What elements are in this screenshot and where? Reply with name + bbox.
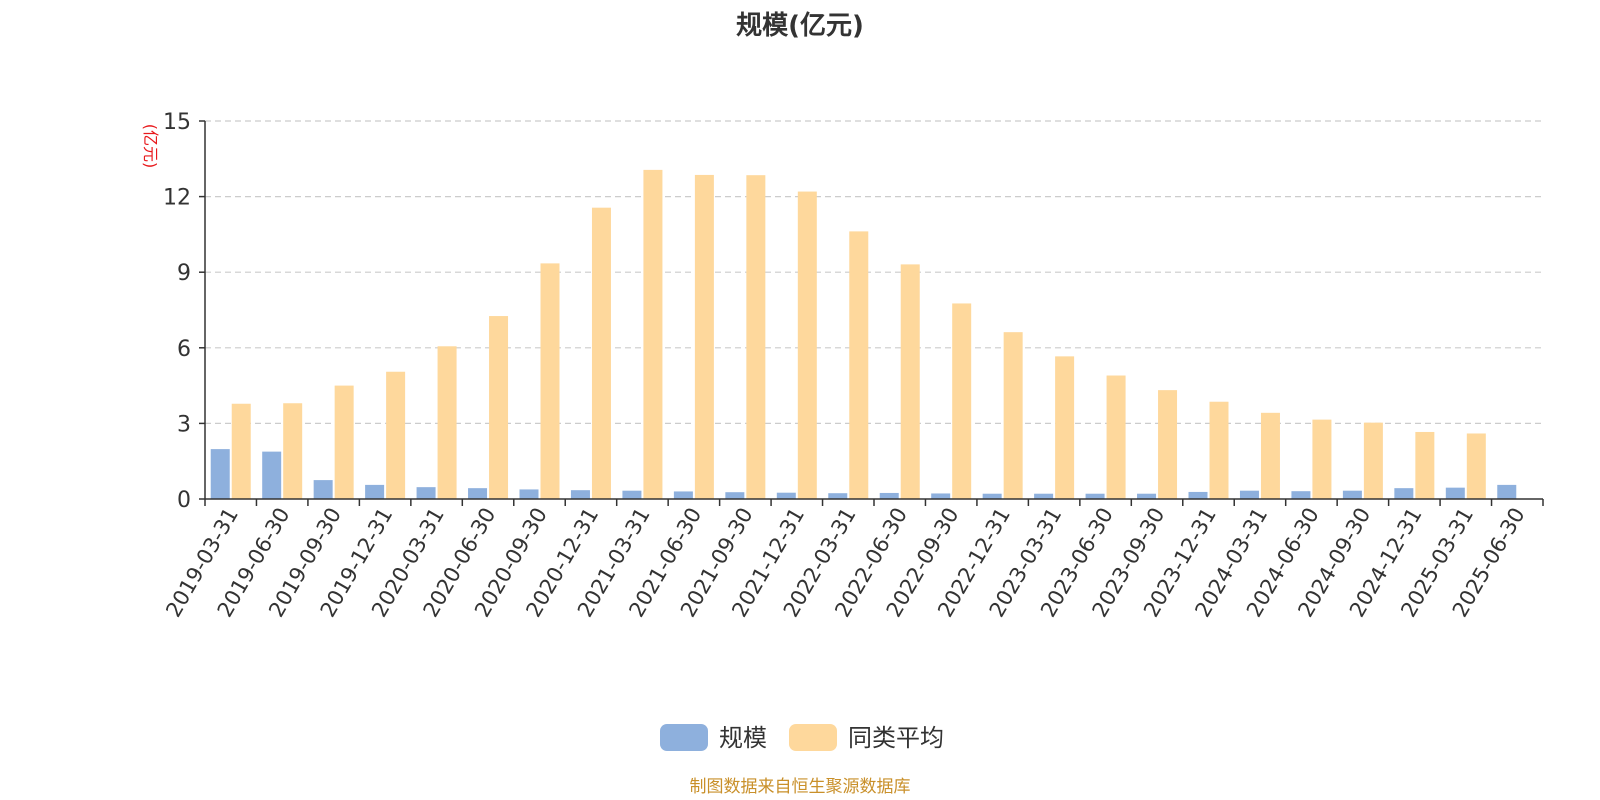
grid-lines: [205, 120, 1543, 424]
legend-item-peer-average-swatch: [789, 724, 837, 751]
bar-scale: [982, 493, 1002, 499]
bar-scale: [1085, 493, 1105, 499]
bar-scale: [1342, 490, 1362, 499]
bar-scale: [468, 488, 488, 499]
bars: [210, 169, 1517, 500]
bar-scale: [673, 491, 693, 499]
bar-scale: [1188, 491, 1208, 499]
bar-peer-average: [437, 346, 457, 499]
legend: 规模 同类平均: [660, 724, 944, 752]
bar-peer-average: [1106, 375, 1126, 499]
bar-scale: [1394, 488, 1414, 499]
bar-peer-average: [1055, 356, 1075, 499]
bar-scale: [1445, 487, 1465, 499]
y-tick-label: 6: [177, 337, 191, 362]
legend-item-scale-label: 规模: [719, 724, 767, 752]
bar-peer-average: [540, 263, 560, 499]
bar-peer-average: [1260, 412, 1280, 499]
bar-scale: [262, 451, 282, 499]
chart-title: 规模(亿元): [736, 11, 864, 41]
legend-item-peer-average-label: 同类平均: [848, 724, 944, 752]
bar-scale: [313, 480, 333, 499]
bar-peer-average: [283, 403, 303, 499]
bar-scale: [570, 490, 590, 499]
bar-peer-average: [900, 264, 920, 499]
bar-peer-average: [231, 403, 251, 499]
bar-scale: [416, 487, 436, 499]
bar-scale: [1034, 493, 1054, 499]
bar-peer-average: [591, 207, 611, 500]
bar-peer-average: [746, 175, 766, 499]
bar-peer-average: [1363, 422, 1383, 499]
bar-peer-average: [952, 303, 972, 499]
bar-scale: [1239, 490, 1259, 499]
bar-scale: [210, 449, 230, 499]
bar-peer-average: [1158, 390, 1178, 499]
bar-scale: [1497, 484, 1517, 499]
bar-scale: [622, 490, 642, 499]
bar-scale: [365, 484, 385, 499]
bar-peer-average: [1003, 332, 1023, 499]
bar-peer-average: [1466, 433, 1486, 499]
y-tick-label: 0: [177, 488, 191, 513]
bar-peer-average: [1312, 419, 1332, 499]
source-note: 制图数据来自恒生聚源数据库: [690, 777, 911, 797]
bar-scale: [828, 493, 848, 499]
bar-scale: [1291, 491, 1311, 499]
bar-peer-average: [489, 316, 509, 499]
bar-scale: [776, 492, 796, 499]
y-tick-label: 9: [177, 261, 191, 286]
bar-scale: [879, 492, 899, 499]
bar-peer-average: [643, 169, 663, 499]
legend-item-scale-swatch: [660, 724, 708, 751]
bar-peer-average: [386, 371, 406, 499]
y-tick-label: 12: [163, 186, 191, 211]
y-tick-label: 3: [177, 412, 191, 437]
bar-peer-average: [1209, 401, 1229, 499]
bar-peer-average: [694, 174, 714, 500]
bar-peer-average: [1415, 431, 1435, 499]
bar-scale: [519, 489, 539, 499]
bar-peer-average: [334, 385, 354, 499]
bar-scale: [931, 493, 951, 499]
bar-peer-average: [797, 191, 817, 499]
y-tick-label: 15: [163, 110, 191, 135]
y-axis-label: (亿元): [141, 124, 160, 169]
bar-scale: [1137, 493, 1157, 499]
bar-peer-average: [849, 231, 869, 499]
bar-scale: [725, 492, 745, 499]
